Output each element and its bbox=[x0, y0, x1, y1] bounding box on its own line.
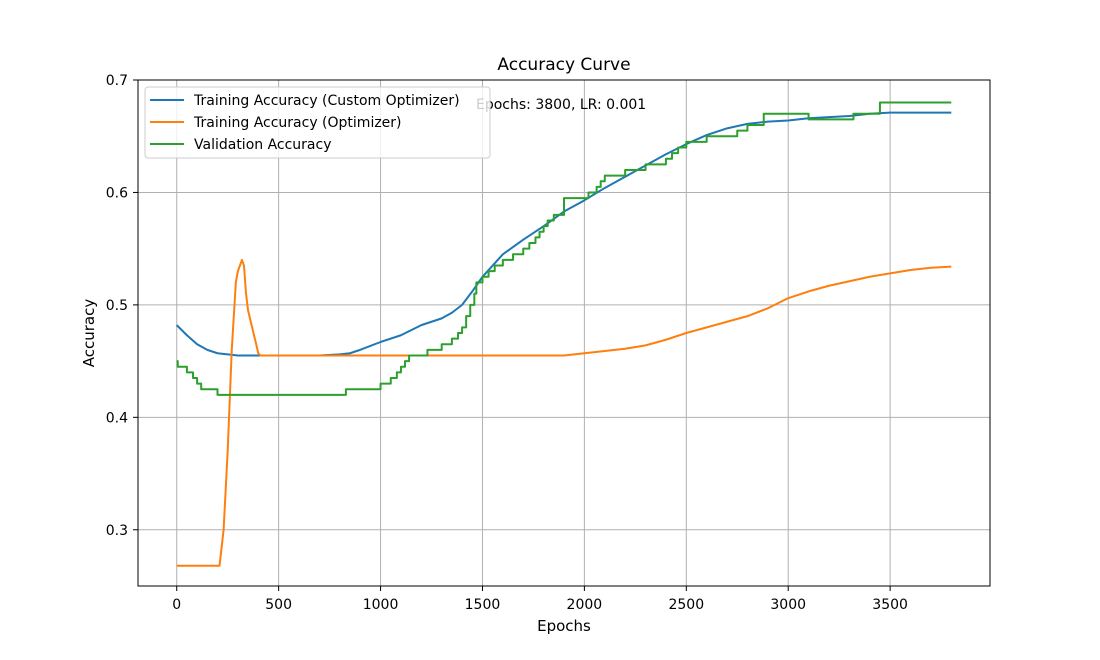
plot-frame bbox=[137, 79, 991, 587]
x-tick-label: 0 bbox=[172, 597, 181, 613]
legend-box bbox=[144, 86, 491, 159]
x-tick-label: 2000 bbox=[567, 597, 603, 613]
series-line-validation bbox=[176, 101, 952, 396]
x-tick-label: 3500 bbox=[872, 597, 908, 613]
y-tick-label: 0.5 bbox=[106, 298, 128, 314]
legend-label-optimizer: Training Accuracy (Optimizer) bbox=[193, 115, 402, 131]
grid-lines bbox=[138, 79, 990, 586]
x-tick-label: 500 bbox=[265, 597, 292, 613]
x-tick-label: 2500 bbox=[668, 597, 704, 613]
chart-title: Accuracy Curve bbox=[497, 55, 630, 75]
y-tick-label: 0.3 bbox=[106, 523, 128, 539]
y-tick-label: 0.4 bbox=[106, 410, 128, 426]
series-lines bbox=[176, 101, 952, 567]
axis-ticks: 0 500 1000 1500 2000 2500 3000 3500 0.3 0.4 0.5 0.6… bbox=[106, 73, 908, 613]
x-tick-label: 1500 bbox=[465, 597, 501, 613]
legend-label-custom-optimizer: Training Accuracy (Custom Optimizer) bbox=[193, 93, 460, 109]
series-line-optimizer bbox=[176, 258, 952, 567]
y-axis-label: Accuracy bbox=[80, 299, 98, 368]
y-tick-label: 0.7 bbox=[106, 73, 128, 89]
x-tick-label: 1000 bbox=[363, 597, 399, 613]
legend: Training Accuracy (Custom Optimizer) Tra… bbox=[144, 86, 491, 159]
legend-label-validation: Validation Accuracy bbox=[194, 137, 332, 153]
y-tick-label: 0.6 bbox=[106, 185, 128, 201]
x-axis-label: Epochs bbox=[537, 617, 591, 635]
x-tick-label: 3000 bbox=[770, 597, 806, 613]
annotation-text: Epochs: 3800, LR: 0.001 bbox=[476, 97, 646, 113]
